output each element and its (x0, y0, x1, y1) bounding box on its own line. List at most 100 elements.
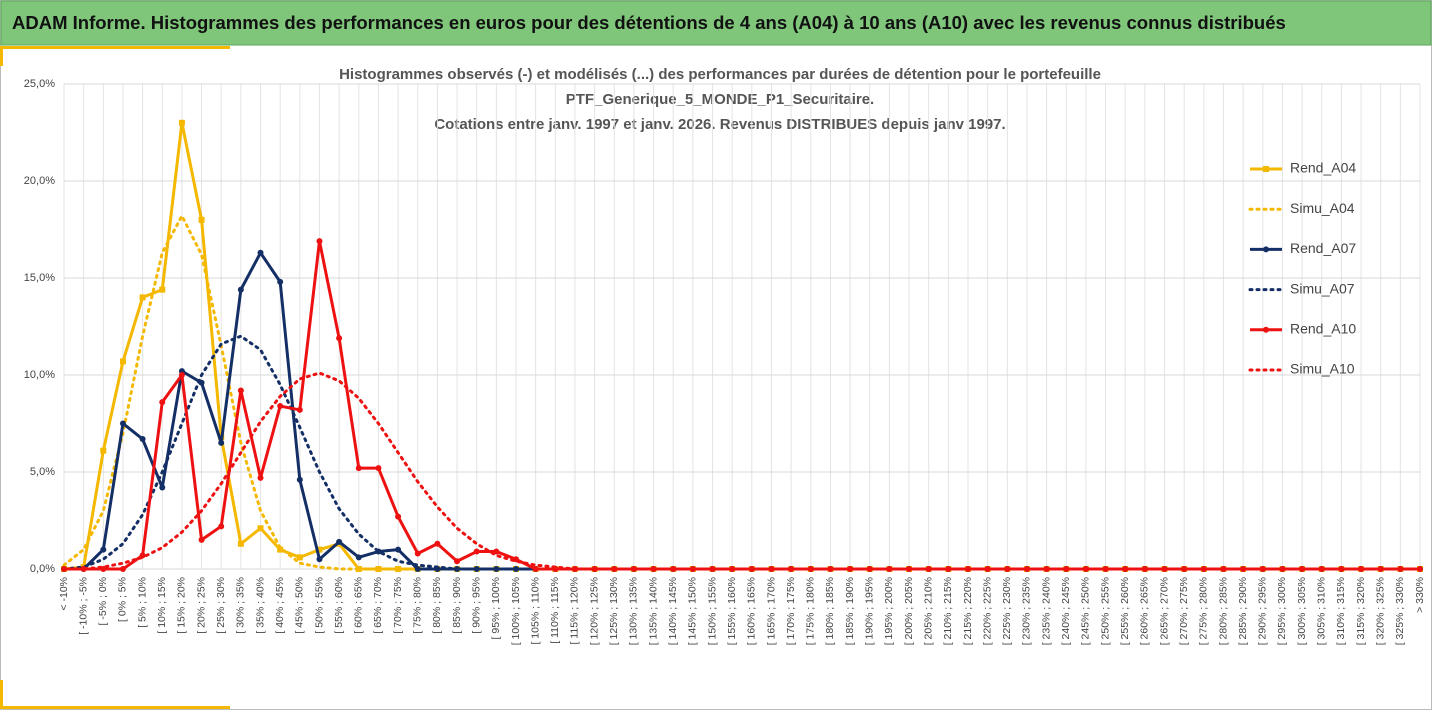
x-tick-label: [ 155% ; 160% (726, 577, 738, 645)
legend-marker (1263, 246, 1269, 253)
x-tick-label: [ 55% ; 60% (333, 577, 345, 634)
x-tick-label: [ 170% ; 175% (785, 577, 797, 645)
y-tick-label: 15,0% (24, 272, 55, 284)
x-tick-label: [ 310% ; 315% (1335, 577, 1347, 645)
x-tick-label: [ 175% ; 180% (805, 577, 817, 645)
x-tick-label: [ 50% ; 55% (313, 577, 325, 634)
x-tick-label: [ 75% ; 80% (412, 577, 424, 634)
legend-label: Simu_A10 (1290, 361, 1355, 377)
y-tick-label: 0,0% (30, 563, 55, 575)
marker (100, 447, 107, 454)
x-tick-label: [ 140% ; 145% (667, 577, 679, 645)
marker (316, 556, 323, 563)
marker (237, 387, 244, 394)
x-tick-label: [ 65% ; 70% (372, 577, 384, 634)
x-tick-label: [ -5% ; 0% (97, 577, 109, 625)
x-tick-label: [ 90% ; 95% (470, 577, 482, 634)
marker (237, 540, 244, 547)
marker (296, 476, 303, 483)
marker (1043, 566, 1050, 572)
marker (198, 216, 205, 223)
model-line (62, 371, 1422, 571)
x-tick-label: [ 270% ; 275% (1178, 577, 1190, 645)
marker (454, 558, 461, 565)
marker (827, 566, 834, 572)
marker (119, 566, 126, 572)
marker (316, 546, 323, 553)
x-tick-label: [ 10% ; 15% (156, 577, 168, 634)
x-tick-label: [ 110% ; 115% (549, 577, 561, 644)
accent (0, 680, 3, 709)
marker (1023, 566, 1030, 572)
x-tick-label: [ 240% ; 245% (1060, 577, 1072, 645)
x-tick-label: [ 295% ; 300% (1276, 577, 1288, 645)
marker (1338, 566, 1345, 572)
x-tick-label: [ 100% ; 105% (510, 577, 522, 645)
x-tick-label: [ 320% ; 325% (1374, 577, 1386, 645)
x-tick-label: > 330% (1414, 577, 1426, 613)
x-tick-label: [ 315% ; 320% (1355, 577, 1367, 645)
marker (611, 566, 618, 572)
legend-marker (1263, 166, 1269, 172)
x-tick-label: [ 105% ; 110% (529, 577, 541, 645)
x-tick-label: [ 125% ; 130% (608, 577, 620, 645)
header-title: ADAM Informe. Histogrammes des performan… (12, 12, 1286, 33)
marker (257, 249, 264, 256)
x-tick-label: [ 220% ; 225% (981, 577, 993, 645)
x-tick-label: [ 25% ; 30% (215, 577, 227, 634)
legend-marker (1263, 326, 1269, 333)
chart-title: Histogrammes observés (-) et modélisés (… (339, 66, 1101, 83)
x-tick-label: [ 120% ; 125% (588, 577, 600, 645)
x-tick-label: [ 20% ; 25% (195, 577, 207, 634)
x-tick-label: [ 260% ; 265% (1139, 577, 1151, 645)
x-tick-label: [ 80% ; 85% (431, 577, 443, 634)
x-tick-label: < -10% (58, 577, 70, 611)
header-bar (0, 0, 1432, 46)
x-tick-label: [ 265% ; 270% (1158, 577, 1170, 645)
x-tick-label: [ 305% ; 310% (1316, 577, 1328, 645)
marker (139, 436, 146, 443)
marker (237, 286, 244, 293)
x-tick-label: [ 245% ; 250% (1080, 577, 1092, 645)
x-tick-label: [ 210% ; 215% (942, 577, 954, 645)
x-tick-label: [ 275% ; 280% (1198, 577, 1210, 645)
marker (159, 286, 166, 293)
x-tick-label: [ 215% ; 220% (962, 577, 974, 645)
marker (257, 525, 264, 532)
x-tick-label: [ 200% ; 205% (903, 577, 915, 645)
x-tick-label: [ 195% ; 200% (883, 577, 895, 645)
marker (729, 566, 736, 572)
marker (414, 550, 421, 557)
marker (493, 566, 500, 572)
marker (316, 238, 323, 245)
marker (355, 465, 362, 472)
y-tick-label: 20,0% (24, 175, 55, 187)
marker (355, 554, 362, 561)
x-tick-label: [ 130% ; 135% (628, 577, 640, 645)
x-tick-label: [ 0% ; 5% (117, 577, 129, 622)
x-tick-label: [ 60% ; 65% (353, 577, 365, 634)
marker (218, 523, 225, 530)
marker (178, 119, 185, 126)
x-tick-label: [ 40% ; 45% (274, 577, 286, 634)
marker (532, 566, 539, 572)
x-tick-label: [ 255% ; 260% (1119, 577, 1131, 645)
x-tick-label: [ 45% ; 50% (294, 577, 306, 634)
x-tick-label: [ -10% ; -5% (77, 577, 89, 635)
marker (395, 546, 402, 553)
x-tick-label: [ 225% ; 230% (1001, 577, 1013, 645)
marker (218, 439, 225, 446)
x-tick-label: [ 115% ; 120% (569, 577, 581, 645)
x-tick-label: [ 180% ; 185% (824, 577, 836, 645)
marker (277, 278, 284, 285)
x-tick-label: [ 70% ; 75% (392, 577, 404, 634)
accent (0, 46, 230, 49)
x-tick-label: [ 85% ; 90% (451, 577, 463, 634)
x-tick-label: [ 35% ; 40% (254, 577, 266, 634)
marker (296, 554, 303, 561)
x-tick-label: [ 145% ; 150% (687, 577, 699, 645)
x-tick-label: [ 150% ; 155% (706, 577, 718, 645)
x-tick-label: [ 160% ; 165% (746, 577, 758, 645)
x-tick-label: [ 30% ; 35% (235, 577, 247, 634)
